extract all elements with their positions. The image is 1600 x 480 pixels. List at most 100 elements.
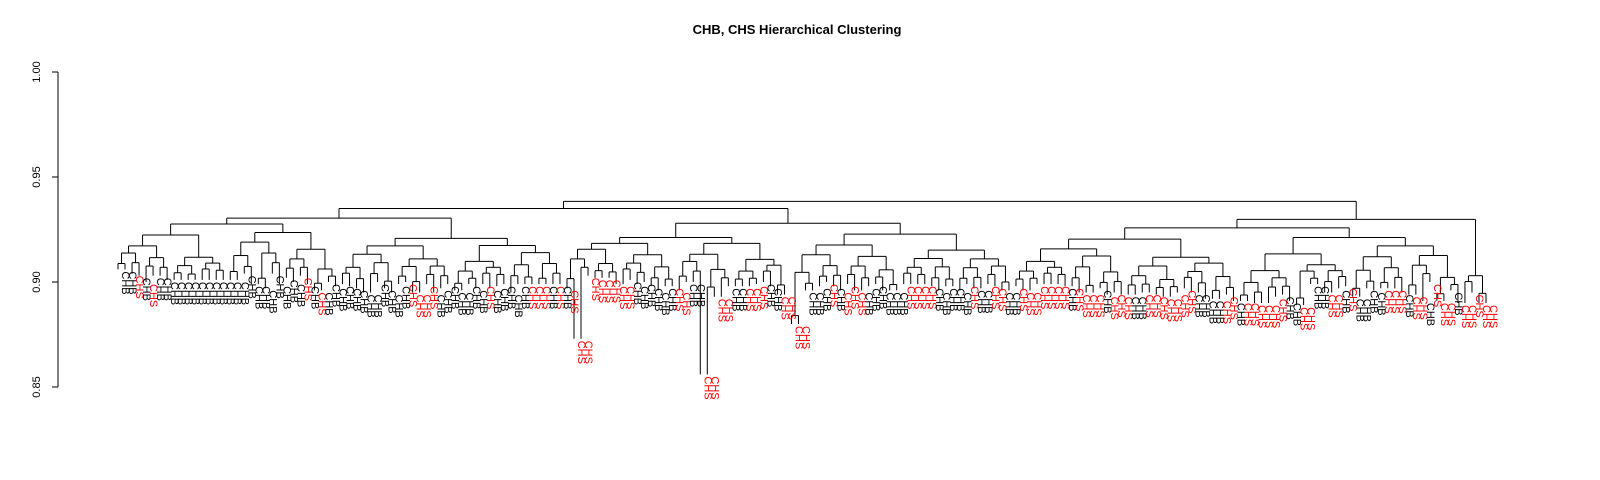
leaf-label: CHB: [203, 282, 215, 305]
leaf-label: CHS: [1038, 286, 1050, 309]
leaf-label: CHB: [1312, 286, 1324, 309]
leaf-label: CHS: [428, 286, 440, 309]
leaf-label: CHB: [1291, 303, 1303, 326]
leaf-label: CHS: [1431, 284, 1443, 307]
leaf-label: CHS: [1333, 295, 1345, 318]
leaf-label: CHB: [126, 271, 138, 294]
leaf-label: CHS: [1270, 305, 1282, 328]
y-tick-label: 0.90: [31, 271, 43, 292]
leaf-label: CHB: [764, 284, 776, 307]
leaf-label: CHS: [708, 376, 720, 399]
leaf-label: CHB: [182, 282, 194, 305]
leaf-label: CHB: [835, 288, 847, 311]
leaf-label: CHS: [526, 286, 538, 309]
leaf-label: CHS: [414, 295, 426, 318]
leaf-label: CHB: [336, 288, 348, 311]
leaf-label: CHB: [400, 286, 412, 309]
leaf-label: CHS: [1326, 295, 1338, 318]
leaf-label: CHB: [1375, 292, 1387, 315]
leaf-label: CHS: [1396, 290, 1408, 313]
leaf-label: CHB: [940, 292, 952, 315]
leaf-label: CHB: [1424, 303, 1436, 326]
leaf-label: CHB: [814, 292, 826, 315]
leaf-label: CHB: [1213, 301, 1225, 324]
leaf-label: CHB: [175, 282, 187, 305]
leaf-label: CHS: [1417, 297, 1429, 320]
leaf-label: CHB: [266, 290, 278, 313]
leaf-label: CHS: [1298, 307, 1310, 330]
leaf-label: CHS: [919, 286, 931, 309]
leaf-labels: CHBCHBCHSCHBCHSCHBCHBCHBCHBCHBCHBCHBCHBC…: [119, 271, 1499, 399]
leaf-label: CHS: [912, 286, 924, 309]
leaf-label: CHS: [1185, 290, 1197, 313]
dendrogram-branches: [117, 200, 1487, 375]
leaf-label: CHS: [407, 284, 419, 307]
leaf-label: CHS: [582, 341, 594, 364]
leaf-label: CHB: [1136, 297, 1148, 320]
leaf-label: CHS: [1052, 286, 1064, 309]
leaf-label: CHB: [140, 278, 152, 301]
leaf-label: CHS: [1263, 305, 1275, 328]
leaf-label: CHS: [133, 276, 145, 299]
leaf-label: CHS: [842, 292, 854, 315]
leaf-label: CHS: [1031, 292, 1043, 315]
leaf-label: CHB: [519, 286, 531, 309]
leaf-label: CHS: [603, 280, 615, 303]
leaf-label: CHS: [1255, 305, 1267, 328]
leaf-label: CHB: [435, 295, 447, 318]
leaf-label: CHB: [982, 290, 994, 313]
y-axis: 0.85 0.90 0.95 1.00: [31, 61, 59, 398]
leaf-label: CHS: [301, 278, 313, 301]
leaf-label: CHS: [596, 280, 608, 303]
leaf-label: CHS: [1382, 290, 1394, 313]
leaf-label: CHS: [968, 286, 980, 309]
leaf-label: CHB: [870, 288, 882, 311]
leaf-label: CHS: [1073, 288, 1085, 311]
leaf-label: CHB: [1003, 292, 1015, 315]
leaf-label: CHB: [561, 286, 573, 309]
leaf-label: CHB: [189, 282, 201, 305]
leaf-label: CHS: [617, 286, 629, 309]
leaf-label: CHS: [1438, 303, 1450, 326]
leaf-label: CHS: [1080, 295, 1092, 318]
leaf-label: CHS: [701, 376, 713, 399]
leaf-label: CHS: [1087, 295, 1099, 318]
leaf-label: CHS: [1171, 299, 1183, 322]
leaf-label: CHS: [1178, 295, 1190, 318]
leaf-label: CHB: [470, 286, 482, 309]
leaf-label: CHB: [1284, 297, 1296, 320]
leaf-label: CHB: [659, 292, 671, 315]
leaf-label: CHS: [315, 292, 327, 315]
leaf-label: CHB: [1066, 288, 1078, 311]
leaf-label: CHS: [568, 290, 580, 313]
leaf-label: CHB: [1234, 303, 1246, 326]
leaf-label: CHS: [1143, 295, 1155, 318]
leaf-label: CHB: [308, 286, 320, 309]
leaf-label: CHB: [252, 286, 264, 309]
leaf-label: CHS: [1220, 301, 1232, 324]
leaf-label: CHS: [1157, 297, 1169, 320]
leaf-label: CHS: [905, 286, 917, 309]
leaf-label: CHS: [1045, 286, 1057, 309]
leaf-label: CHS: [715, 299, 727, 322]
leaf-label: CHS: [743, 288, 755, 311]
leaf-label: CHS: [1108, 297, 1120, 320]
leaf-label: CHB: [631, 282, 643, 305]
leaf-label: CHB: [652, 288, 664, 311]
leaf-label: CHS: [828, 284, 840, 307]
leaf-label: CHS: [1480, 305, 1492, 328]
leaf-label: CHB: [1010, 292, 1022, 315]
leaf-label: CHB: [259, 286, 271, 309]
leaf-label: CHS: [1487, 305, 1499, 328]
chart-title: CHB, CHS Hierarchical Clustering: [693, 22, 902, 37]
leaf-label: CHS: [589, 278, 601, 301]
leaf-label: CHB: [351, 288, 363, 311]
leaf-label: CHS: [722, 299, 734, 322]
leaf-label: CHB: [877, 286, 889, 309]
leaf-label: CHB: [1319, 286, 1331, 309]
leaf-label: CHS: [1466, 305, 1478, 328]
leaf-label: CHB: [505, 286, 517, 309]
leaf-label: CHS: [673, 288, 685, 311]
leaf-label: CHB: [1199, 295, 1211, 318]
